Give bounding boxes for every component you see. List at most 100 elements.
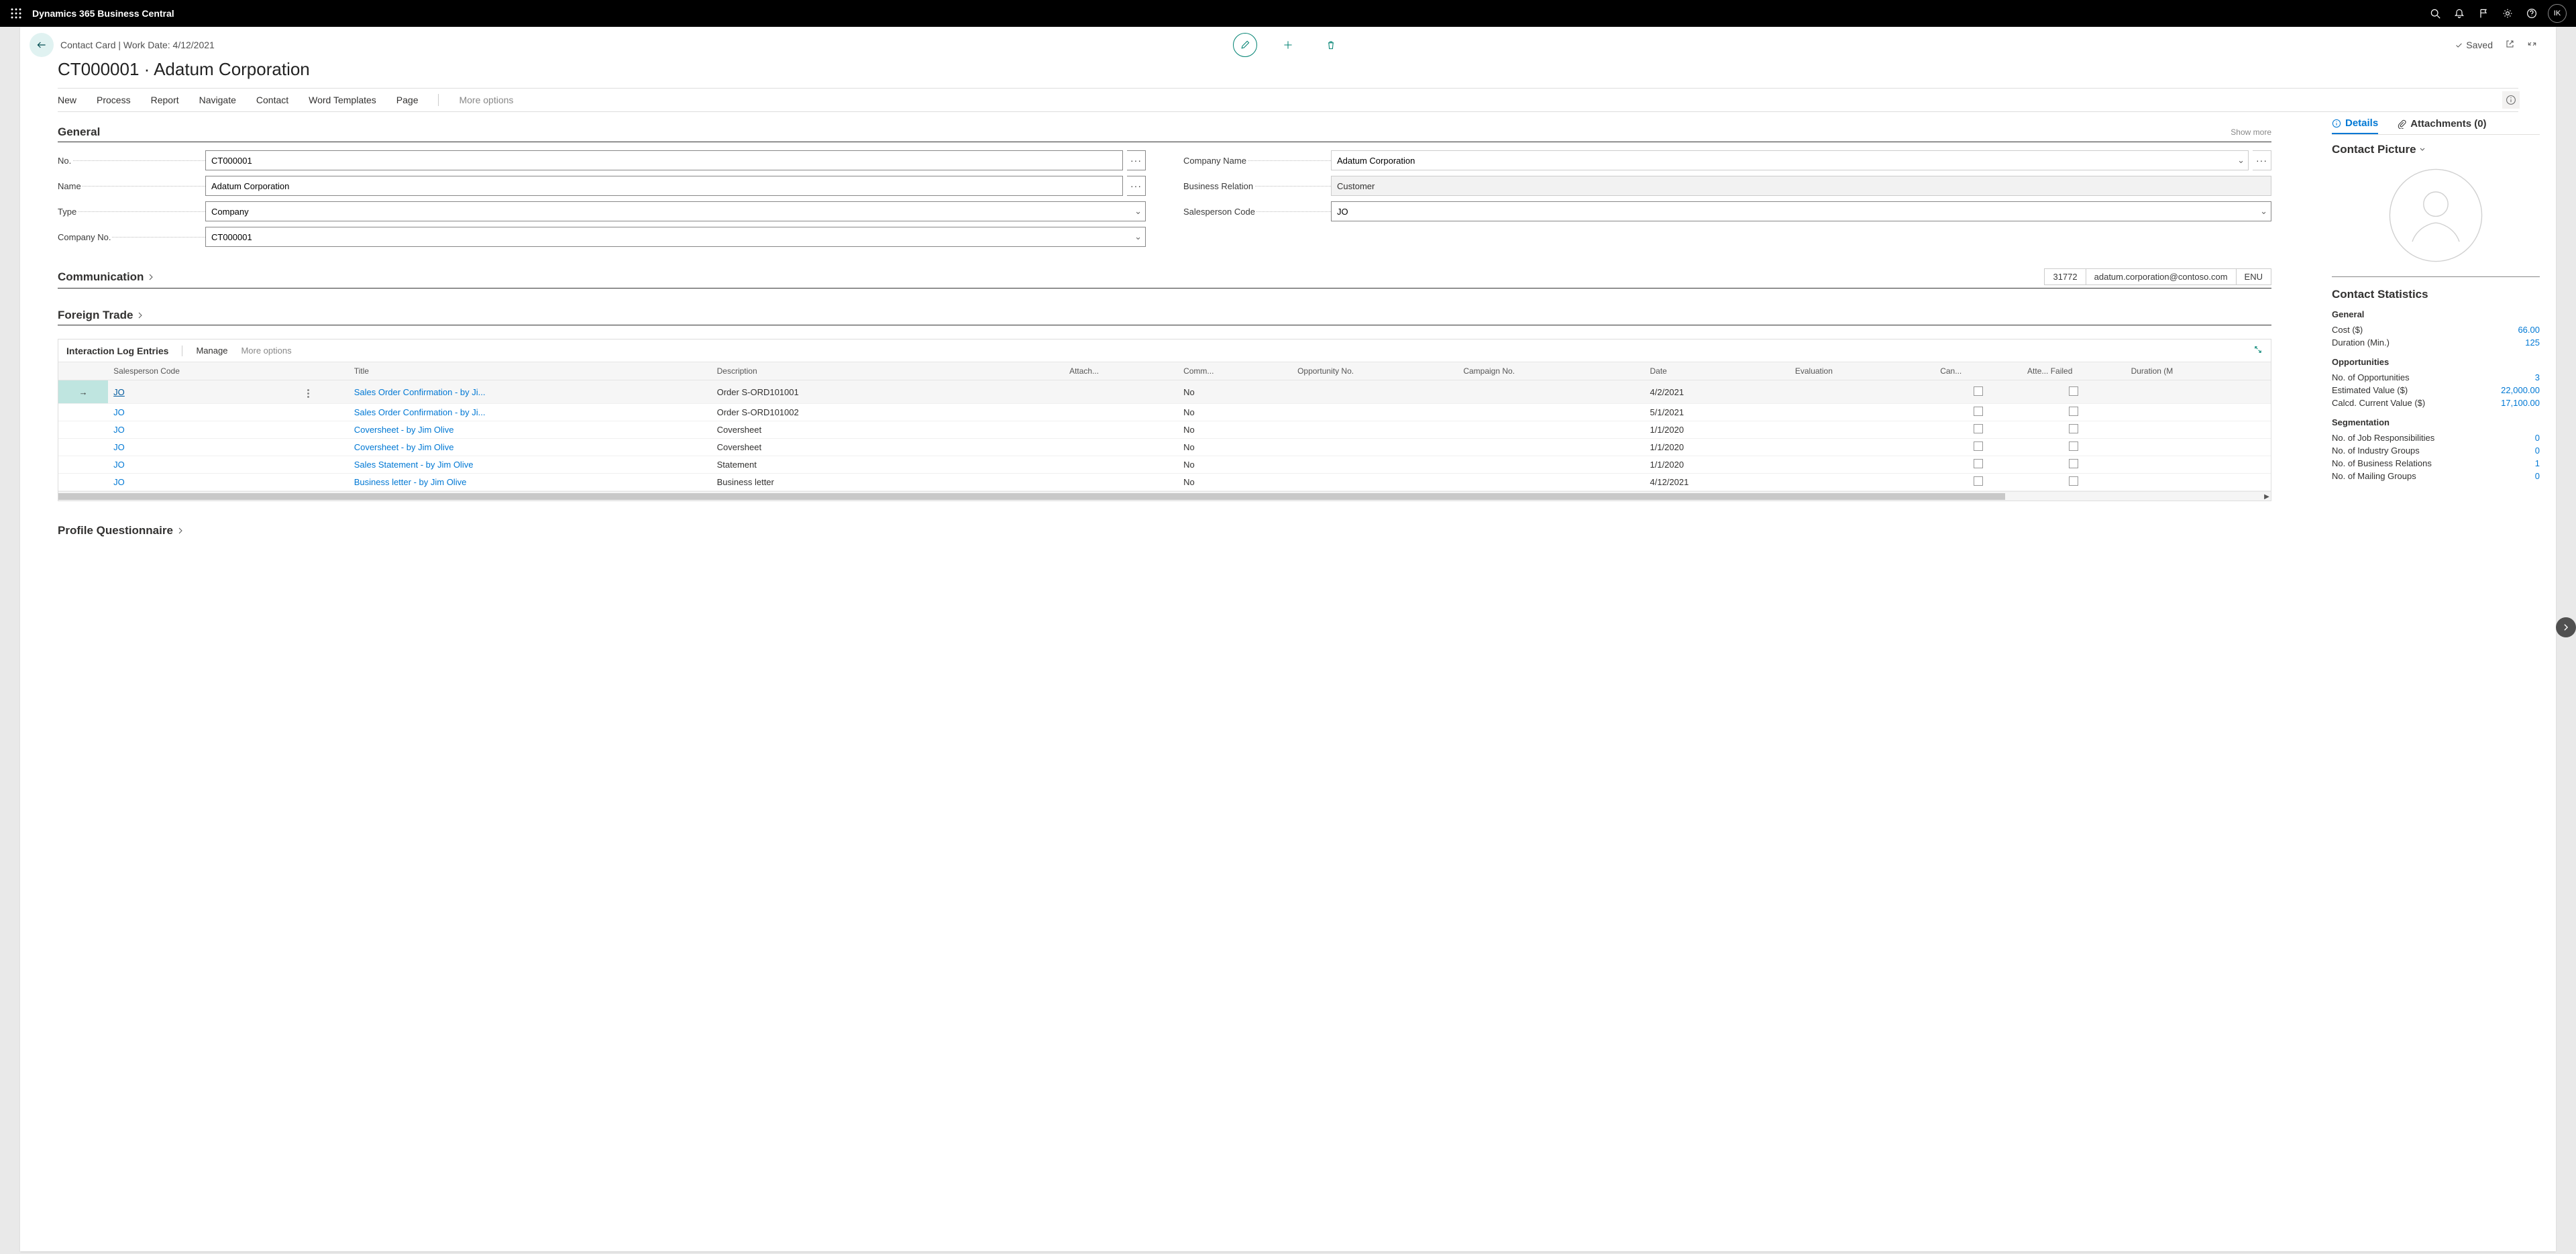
tab-details[interactable]: Details: [2332, 117, 2378, 134]
delete-button[interactable]: [1319, 33, 1343, 57]
col-can[interactable]: Can...: [1935, 362, 2022, 380]
cell-title[interactable]: Business letter - by Jim Olive: [354, 477, 467, 487]
back-button[interactable]: [30, 33, 54, 57]
profile-q-heading[interactable]: Profile Questionnaire: [58, 524, 173, 537]
stat-value[interactable]: 17,100.00: [2501, 398, 2540, 408]
input-name[interactable]: [205, 176, 1123, 196]
app-launcher-icon[interactable]: [5, 3, 27, 24]
col-evaluation[interactable]: Evaluation: [1790, 362, 1935, 380]
contact-statistics-heading[interactable]: Contact Statistics: [2332, 288, 2540, 301]
search-icon[interactable]: [2423, 0, 2447, 27]
assist-company-name[interactable]: ···: [2253, 150, 2271, 170]
table-row[interactable]: JOCoversheet - by Jim OliveCoversheetNo1…: [58, 421, 2271, 439]
summary-email[interactable]: adatum.corporation@contoso.com: [2086, 268, 2237, 285]
input-company-no[interactable]: [205, 227, 1146, 247]
checkbox-canceled[interactable]: [1974, 459, 1983, 468]
checkbox-attempt-failed[interactable]: [2069, 476, 2078, 486]
input-no[interactable]: [205, 150, 1123, 170]
cell-title[interactable]: Coversheet - by Jim Olive: [354, 442, 454, 452]
col-opp-no[interactable]: Opportunity No.: [1292, 362, 1458, 380]
checkbox-attempt-failed[interactable]: [2069, 459, 2078, 468]
table-row[interactable]: JOSales Statement - by Jim OliveStatemen…: [58, 456, 2271, 474]
checkbox-canceled[interactable]: [1974, 441, 1983, 451]
summary-lang[interactable]: ENU: [2237, 268, 2271, 285]
checkbox-attempt-failed[interactable]: [2069, 424, 2078, 433]
checkbox-canceled[interactable]: [1974, 476, 1983, 486]
expand-factbox-button[interactable]: [2556, 617, 2576, 637]
cell-salesperson[interactable]: JO: [113, 425, 125, 435]
checkbox-canceled[interactable]: [1974, 407, 1983, 416]
subgrid-title[interactable]: Interaction Log Entries: [66, 346, 168, 356]
checkbox-canceled[interactable]: [1974, 386, 1983, 396]
row-menu-icon[interactable]: [305, 386, 312, 401]
action-word-templates[interactable]: Word Templates: [309, 95, 376, 105]
cell-salesperson[interactable]: JO: [113, 407, 125, 417]
edit-button[interactable]: [1233, 33, 1257, 57]
notifications-icon[interactable]: [2447, 0, 2471, 27]
subgrid-more[interactable]: More options: [241, 346, 291, 356]
col-title[interactable]: Title: [349, 362, 712, 380]
assist-no[interactable]: ···: [1127, 150, 1146, 170]
contact-picture-heading[interactable]: Contact Picture: [2332, 143, 2540, 156]
cell-salesperson[interactable]: JO: [113, 442, 125, 452]
assist-name[interactable]: ···: [1127, 176, 1146, 196]
stat-value[interactable]: 0: [2535, 446, 2540, 456]
action-process[interactable]: Process: [97, 95, 131, 105]
cell-title[interactable]: Sales Order Confirmation - by Ji...: [354, 387, 486, 397]
stat-value[interactable]: 66.00: [2518, 325, 2540, 335]
cell-salesperson[interactable]: JO: [113, 477, 125, 487]
summary-phone[interactable]: 31772: [2044, 268, 2086, 285]
checkbox-attempt-failed[interactable]: [2069, 441, 2078, 451]
col-atte[interactable]: Atte... Failed: [2022, 362, 2126, 380]
checkbox-canceled[interactable]: [1974, 424, 1983, 433]
subgrid-hscrollbar[interactable]: ◀▶: [58, 491, 2271, 501]
checkbox-attempt-failed[interactable]: [2069, 386, 2078, 396]
action-page[interactable]: Page: [396, 95, 419, 105]
input-company-name[interactable]: [1331, 150, 2249, 170]
col-description[interactable]: Description: [712, 362, 1064, 380]
action-new[interactable]: New: [58, 95, 76, 105]
action-more-options[interactable]: More options: [459, 95, 513, 105]
help-icon[interactable]: [2520, 0, 2544, 27]
cell-title[interactable]: Sales Statement - by Jim Olive: [354, 460, 474, 470]
input-salesperson[interactable]: [1331, 201, 2271, 221]
col-comm[interactable]: Comm...: [1178, 362, 1292, 380]
cell-salesperson[interactable]: JO: [113, 387, 125, 397]
col-campaign[interactable]: Campaign No.: [1458, 362, 1644, 380]
action-navigate[interactable]: Navigate: [199, 95, 236, 105]
stat-value[interactable]: 1: [2535, 458, 2540, 468]
popout-icon[interactable]: [2505, 39, 2515, 51]
info-pane-toggle[interactable]: [2502, 91, 2520, 109]
foreign-trade-heading[interactable]: Foreign Trade: [58, 309, 133, 322]
col-attach[interactable]: Attach...: [1064, 362, 1178, 380]
communication-heading[interactable]: Communication: [58, 270, 144, 284]
general-heading[interactable]: General: [58, 125, 100, 139]
col-salesperson[interactable]: Salesperson Code: [108, 362, 299, 380]
cell-title[interactable]: Sales Order Confirmation - by Ji...: [354, 407, 486, 417]
action-contact[interactable]: Contact: [256, 95, 288, 105]
show-more-link[interactable]: Show more: [2231, 127, 2271, 137]
stat-value[interactable]: 22,000.00: [2501, 385, 2540, 395]
user-avatar[interactable]: IK: [2548, 4, 2567, 23]
tab-attachments[interactable]: Attachments (0): [2397, 117, 2486, 134]
new-button[interactable]: [1276, 33, 1300, 57]
checkbox-attempt-failed[interactable]: [2069, 407, 2078, 416]
cell-title[interactable]: Coversheet - by Jim Olive: [354, 425, 454, 435]
stat-value[interactable]: 125: [2525, 337, 2540, 348]
subgrid-manage[interactable]: Manage: [196, 346, 227, 356]
table-row[interactable]: JOBusiness letter - by Jim OliveBusiness…: [58, 474, 2271, 491]
collapse-icon[interactable]: [2527, 39, 2537, 51]
settings-icon[interactable]: [2496, 0, 2520, 27]
stat-value[interactable]: 0: [2535, 471, 2540, 481]
stat-value[interactable]: 0: [2535, 433, 2540, 443]
table-row[interactable]: JOCoversheet - by Jim OliveCoversheetNo1…: [58, 439, 2271, 456]
contact-picture-box[interactable]: [2332, 162, 2540, 277]
table-row[interactable]: JOSales Order Confirmation - by Ji...Ord…: [58, 404, 2271, 421]
table-row[interactable]: →JOSales Order Confirmation - by Ji...Or…: [58, 380, 2271, 404]
input-type[interactable]: [205, 201, 1146, 221]
action-report[interactable]: Report: [151, 95, 179, 105]
flag-icon[interactable]: [2471, 0, 2496, 27]
subgrid-maximize-icon[interactable]: [2253, 345, 2263, 356]
col-duration[interactable]: Duration (M: [2126, 362, 2271, 380]
col-date[interactable]: Date: [1645, 362, 1790, 380]
